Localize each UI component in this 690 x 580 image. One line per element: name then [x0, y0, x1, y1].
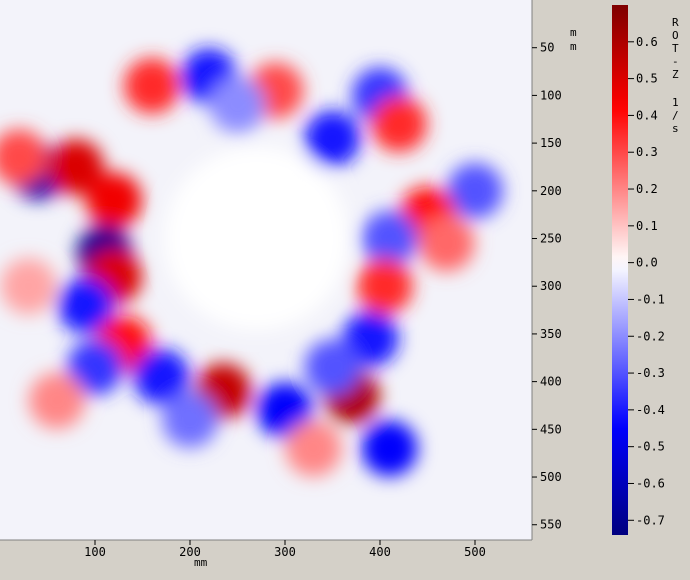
x-tick-label: 200 — [179, 545, 201, 559]
colorbar-tick-label: 0.4 — [636, 108, 658, 122]
vortex-feature — [0, 129, 47, 186]
vortex-feature — [418, 215, 475, 272]
y-tick-label: 250 — [540, 232, 562, 246]
y-tick-label: 50 — [540, 41, 554, 55]
colorbar-tick-label: -0.7 — [636, 513, 665, 527]
y-tick-label: 400 — [540, 375, 562, 389]
vortex-feature — [86, 172, 142, 229]
vortex-feature — [285, 420, 342, 477]
colorbar-tick-label: 0.5 — [636, 72, 658, 86]
vortex-feature — [67, 339, 123, 396]
colorbar-tick-label: -0.1 — [636, 292, 665, 306]
y-tick-label: 500 — [540, 470, 562, 484]
vortex-feature — [124, 57, 180, 114]
colorbar: 0.6 0.5 0.4 0.3 0.2 0.1 0.0 -0.1 -0.2 -0.3 -0.4 -0.… — [612, 5, 679, 535]
vortex-feature — [304, 110, 361, 167]
y-tick-label: 350 — [540, 327, 562, 341]
colorbar-title-char: - — [672, 55, 679, 68]
center-region — [164, 146, 349, 331]
heatmap-features — [0, 48, 503, 477]
colorbar-tick-label: 0.1 — [636, 219, 658, 233]
vortex-feature — [133, 348, 190, 405]
colorbar-tick-label: -0.2 — [636, 329, 665, 343]
colorbar-unit-char: s — [672, 122, 679, 135]
x-tick-label: 300 — [274, 545, 296, 559]
colorbar-title-char: Z — [672, 68, 679, 81]
colorbar-gradient — [612, 5, 628, 535]
vortex-feature — [48, 138, 104, 195]
colorbar-tick-label: 0.2 — [636, 182, 658, 196]
vortex-feature — [342, 310, 399, 367]
y-tick-label: 450 — [540, 422, 562, 436]
x-axis: mm 100 200 300 400 500 — [0, 539, 532, 569]
vortex-feature — [209, 76, 266, 133]
vortex-feature — [361, 420, 418, 477]
x-tick-label: 500 — [464, 545, 486, 559]
colorbar-title: ROT-Z 1/s — [672, 16, 679, 135]
y-tick-label: 150 — [540, 136, 562, 150]
colorbar-tick-label: -0.5 — [636, 440, 665, 454]
vortex-feature — [304, 339, 361, 396]
x-tick-label: 400 — [369, 545, 391, 559]
colorbar-tick-label: 0.3 — [636, 145, 658, 159]
y-tick-label: 550 — [540, 518, 562, 532]
y-tick-label: 200 — [540, 184, 562, 198]
colorbar-title-char: T — [672, 42, 679, 55]
vortex-feature — [162, 391, 218, 448]
colorbar-tick-label: -0.3 — [636, 366, 665, 380]
y-tick-label: 300 — [540, 279, 562, 293]
vortex-feature — [447, 162, 503, 219]
vortex-feature — [356, 258, 413, 315]
colorbar-title-char: R — [672, 16, 679, 29]
y-axis: m 50 100 150 200 250 300 350 400 450 500 550 m — [531, 0, 577, 540]
y-unit-label-2: m — [570, 40, 577, 53]
colorbar-unit-char: / — [672, 109, 679, 122]
vortex-feature — [257, 382, 313, 439]
vortex-feature — [29, 372, 85, 429]
x-tick-label: 100 — [84, 545, 106, 559]
colorbar-ticks: 0.6 0.5 0.4 0.3 0.2 0.1 0.0 -0.1 -0.2 -0.3 -0.4 -0.… — [628, 35, 665, 527]
colorbar-tick-label: 0.6 — [636, 35, 658, 49]
vortex-feature — [371, 96, 427, 153]
y-unit-label-1: m — [570, 26, 577, 39]
vortex-feature — [361, 210, 418, 267]
y-tick-label: 100 — [540, 88, 562, 102]
x-unit-label: mm — [194, 556, 208, 569]
colorbar-tick-label: -0.6 — [636, 476, 665, 490]
vortex-feature — [57, 277, 114, 334]
colorbar-title-char: O — [672, 29, 679, 42]
colorbar-tick-label: 0.0 — [636, 256, 658, 270]
colorbar-unit-char: 1 — [672, 96, 679, 109]
plot-area — [0, 0, 532, 540]
colorbar-tick-label: -0.4 — [636, 403, 665, 417]
vortex-feature — [0, 258, 57, 315]
